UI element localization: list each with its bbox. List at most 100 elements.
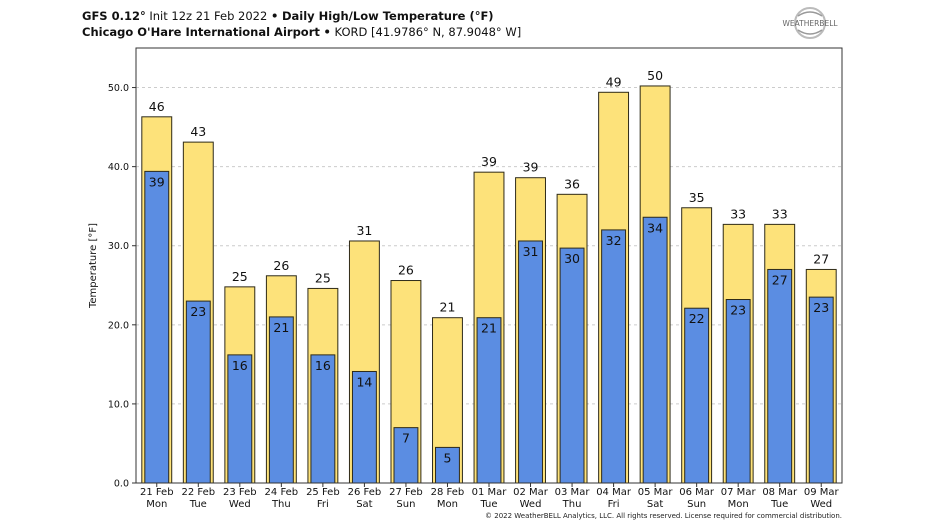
- low-bar: [185, 300, 211, 484]
- y-tick-label: 40.0: [108, 162, 129, 173]
- low-value-label: 22: [689, 311, 705, 326]
- header-separator-2: •: [323, 25, 331, 39]
- x-tick-date: 08 Mar: [762, 487, 798, 498]
- x-tick-day: Tue: [479, 499, 497, 510]
- x-tick-day: Mon: [437, 499, 458, 510]
- x-tick-day: Sun: [687, 499, 706, 510]
- x-tick-date: 26 Feb: [348, 487, 382, 498]
- chart-title: Daily High/Low Temperature (°F): [281, 9, 494, 23]
- x-tick-day: Mon: [146, 499, 167, 510]
- high-value-label: 33: [730, 206, 746, 221]
- low-bar: [767, 268, 793, 484]
- high-value-label: 26: [273, 258, 289, 273]
- x-tick-day: Sat: [647, 499, 663, 510]
- low-value-label: 31: [523, 244, 539, 259]
- x-tick-day: Tue: [770, 499, 788, 510]
- header-separator-1: •: [270, 9, 279, 23]
- high-value-label: 35: [689, 190, 705, 205]
- label-layer: 46 39 43 23 25 16 26 21 25 16 31 14 26 7 21 5 39 21 39 31 36…: [149, 68, 829, 465]
- x-tick-date: 28 Feb: [431, 487, 465, 498]
- low-value-label: 21: [273, 320, 289, 335]
- high-value-label: 33: [772, 206, 788, 221]
- x-tick-day: Thu: [271, 499, 291, 510]
- x-tick-day: Wed: [229, 499, 251, 510]
- x-tick-date: 25 Feb: [306, 487, 340, 498]
- x-tick-day: Wed: [810, 499, 832, 510]
- x-tick-date: 02 Mar: [513, 487, 549, 498]
- x-tick-date: 09 Mar: [804, 487, 840, 498]
- x-tick-date: 24 Feb: [265, 487, 299, 498]
- x-tick-date: 03 Mar: [555, 487, 591, 498]
- chart-header: GFS 0.12° Init 12z 21 Feb 2022 • Daily H…: [82, 8, 521, 40]
- low-value-label: 39: [149, 174, 165, 189]
- x-tick-date: 04 Mar: [596, 487, 632, 498]
- x-tick-day: Sat: [356, 499, 372, 510]
- bar-layer: [141, 85, 837, 484]
- low-value-label: 7: [402, 431, 410, 446]
- x-tick-date: 01 Mar: [472, 487, 508, 498]
- low-bar: [684, 307, 710, 484]
- low-bar: [310, 354, 336, 484]
- high-value-label: 21: [440, 300, 456, 315]
- high-value-label: 31: [356, 223, 372, 238]
- low-value-label: 23: [730, 303, 746, 318]
- low-value-label: 32: [606, 233, 622, 248]
- x-tick-day: Fri: [317, 499, 329, 510]
- high-value-label: 50: [647, 68, 663, 83]
- low-value-label: 14: [356, 374, 372, 389]
- high-value-label: 43: [190, 124, 206, 139]
- low-value-label: 27: [772, 272, 788, 287]
- low-bar: [559, 247, 585, 484]
- x-tick-day: Thu: [562, 499, 582, 510]
- y-tick-label: 0.0: [114, 479, 129, 490]
- x-tick-day: Sun: [396, 499, 415, 510]
- y-tick-label: 30.0: [108, 241, 129, 252]
- header-line-2: Chicago O'Hare International Airport • K…: [82, 24, 521, 40]
- logo-text: WEATHERBELL: [782, 19, 838, 28]
- high-value-label: 46: [149, 99, 165, 114]
- low-value-label: 16: [315, 358, 331, 373]
- x-tick-date: 23 Feb: [223, 487, 257, 498]
- x-tick-day: Wed: [520, 499, 542, 510]
- high-value-label: 36: [564, 176, 580, 191]
- low-value-label: 23: [190, 304, 206, 319]
- x-tick-date: 05 Mar: [638, 487, 674, 498]
- high-value-label: 25: [315, 270, 331, 285]
- low-bar: [227, 354, 253, 484]
- high-value-label: 27: [813, 251, 829, 266]
- y-tick-label: 10.0: [108, 399, 129, 410]
- low-bar: [268, 316, 294, 484]
- low-value-label: 34: [647, 220, 663, 235]
- y-tick-label: 50.0: [108, 83, 129, 94]
- low-bar: [601, 229, 627, 484]
- low-value-label: 16: [232, 358, 248, 373]
- station-name: Chicago O'Hare International Airport: [82, 25, 320, 39]
- model-label: GFS 0.12°: [82, 9, 146, 23]
- header-line-1: GFS 0.12° Init 12z 21 Feb 2022 • Daily H…: [82, 8, 521, 24]
- x-tick-date: 06 Mar: [679, 487, 715, 498]
- init-label: Init 12z 21 Feb 2022: [149, 9, 268, 23]
- y-tick-label: 20.0: [108, 320, 129, 331]
- low-bar: [518, 240, 543, 484]
- high-value-label: 39: [523, 160, 539, 175]
- copyright-notice: © 2022 WeatherBELL Analytics, LLC. All r…: [485, 512, 842, 520]
- x-tick-day: Mon: [728, 499, 749, 510]
- x-tick-date: 07 Mar: [721, 487, 757, 498]
- low-value-label: 21: [481, 321, 497, 336]
- x-tick-day: Tue: [189, 499, 207, 510]
- x-tick-day: Fri: [608, 499, 620, 510]
- x-tick-date: 27 Feb: [389, 487, 423, 498]
- weatherbell-logo: WEATHERBELL: [782, 7, 838, 39]
- station-coords: KORD [41.9786° N, 87.9048° W]: [334, 25, 522, 39]
- low-bar: [642, 216, 668, 484]
- low-value-label: 5: [443, 450, 451, 465]
- high-value-label: 25: [232, 269, 248, 284]
- x-tick-date: 22 Feb: [181, 487, 215, 498]
- low-bar: [725, 299, 751, 484]
- low-bar: [144, 170, 170, 484]
- high-value-label: 49: [606, 74, 622, 89]
- low-bar: [808, 296, 834, 484]
- high-value-label: 39: [481, 154, 497, 169]
- low-value-label: 23: [813, 300, 829, 315]
